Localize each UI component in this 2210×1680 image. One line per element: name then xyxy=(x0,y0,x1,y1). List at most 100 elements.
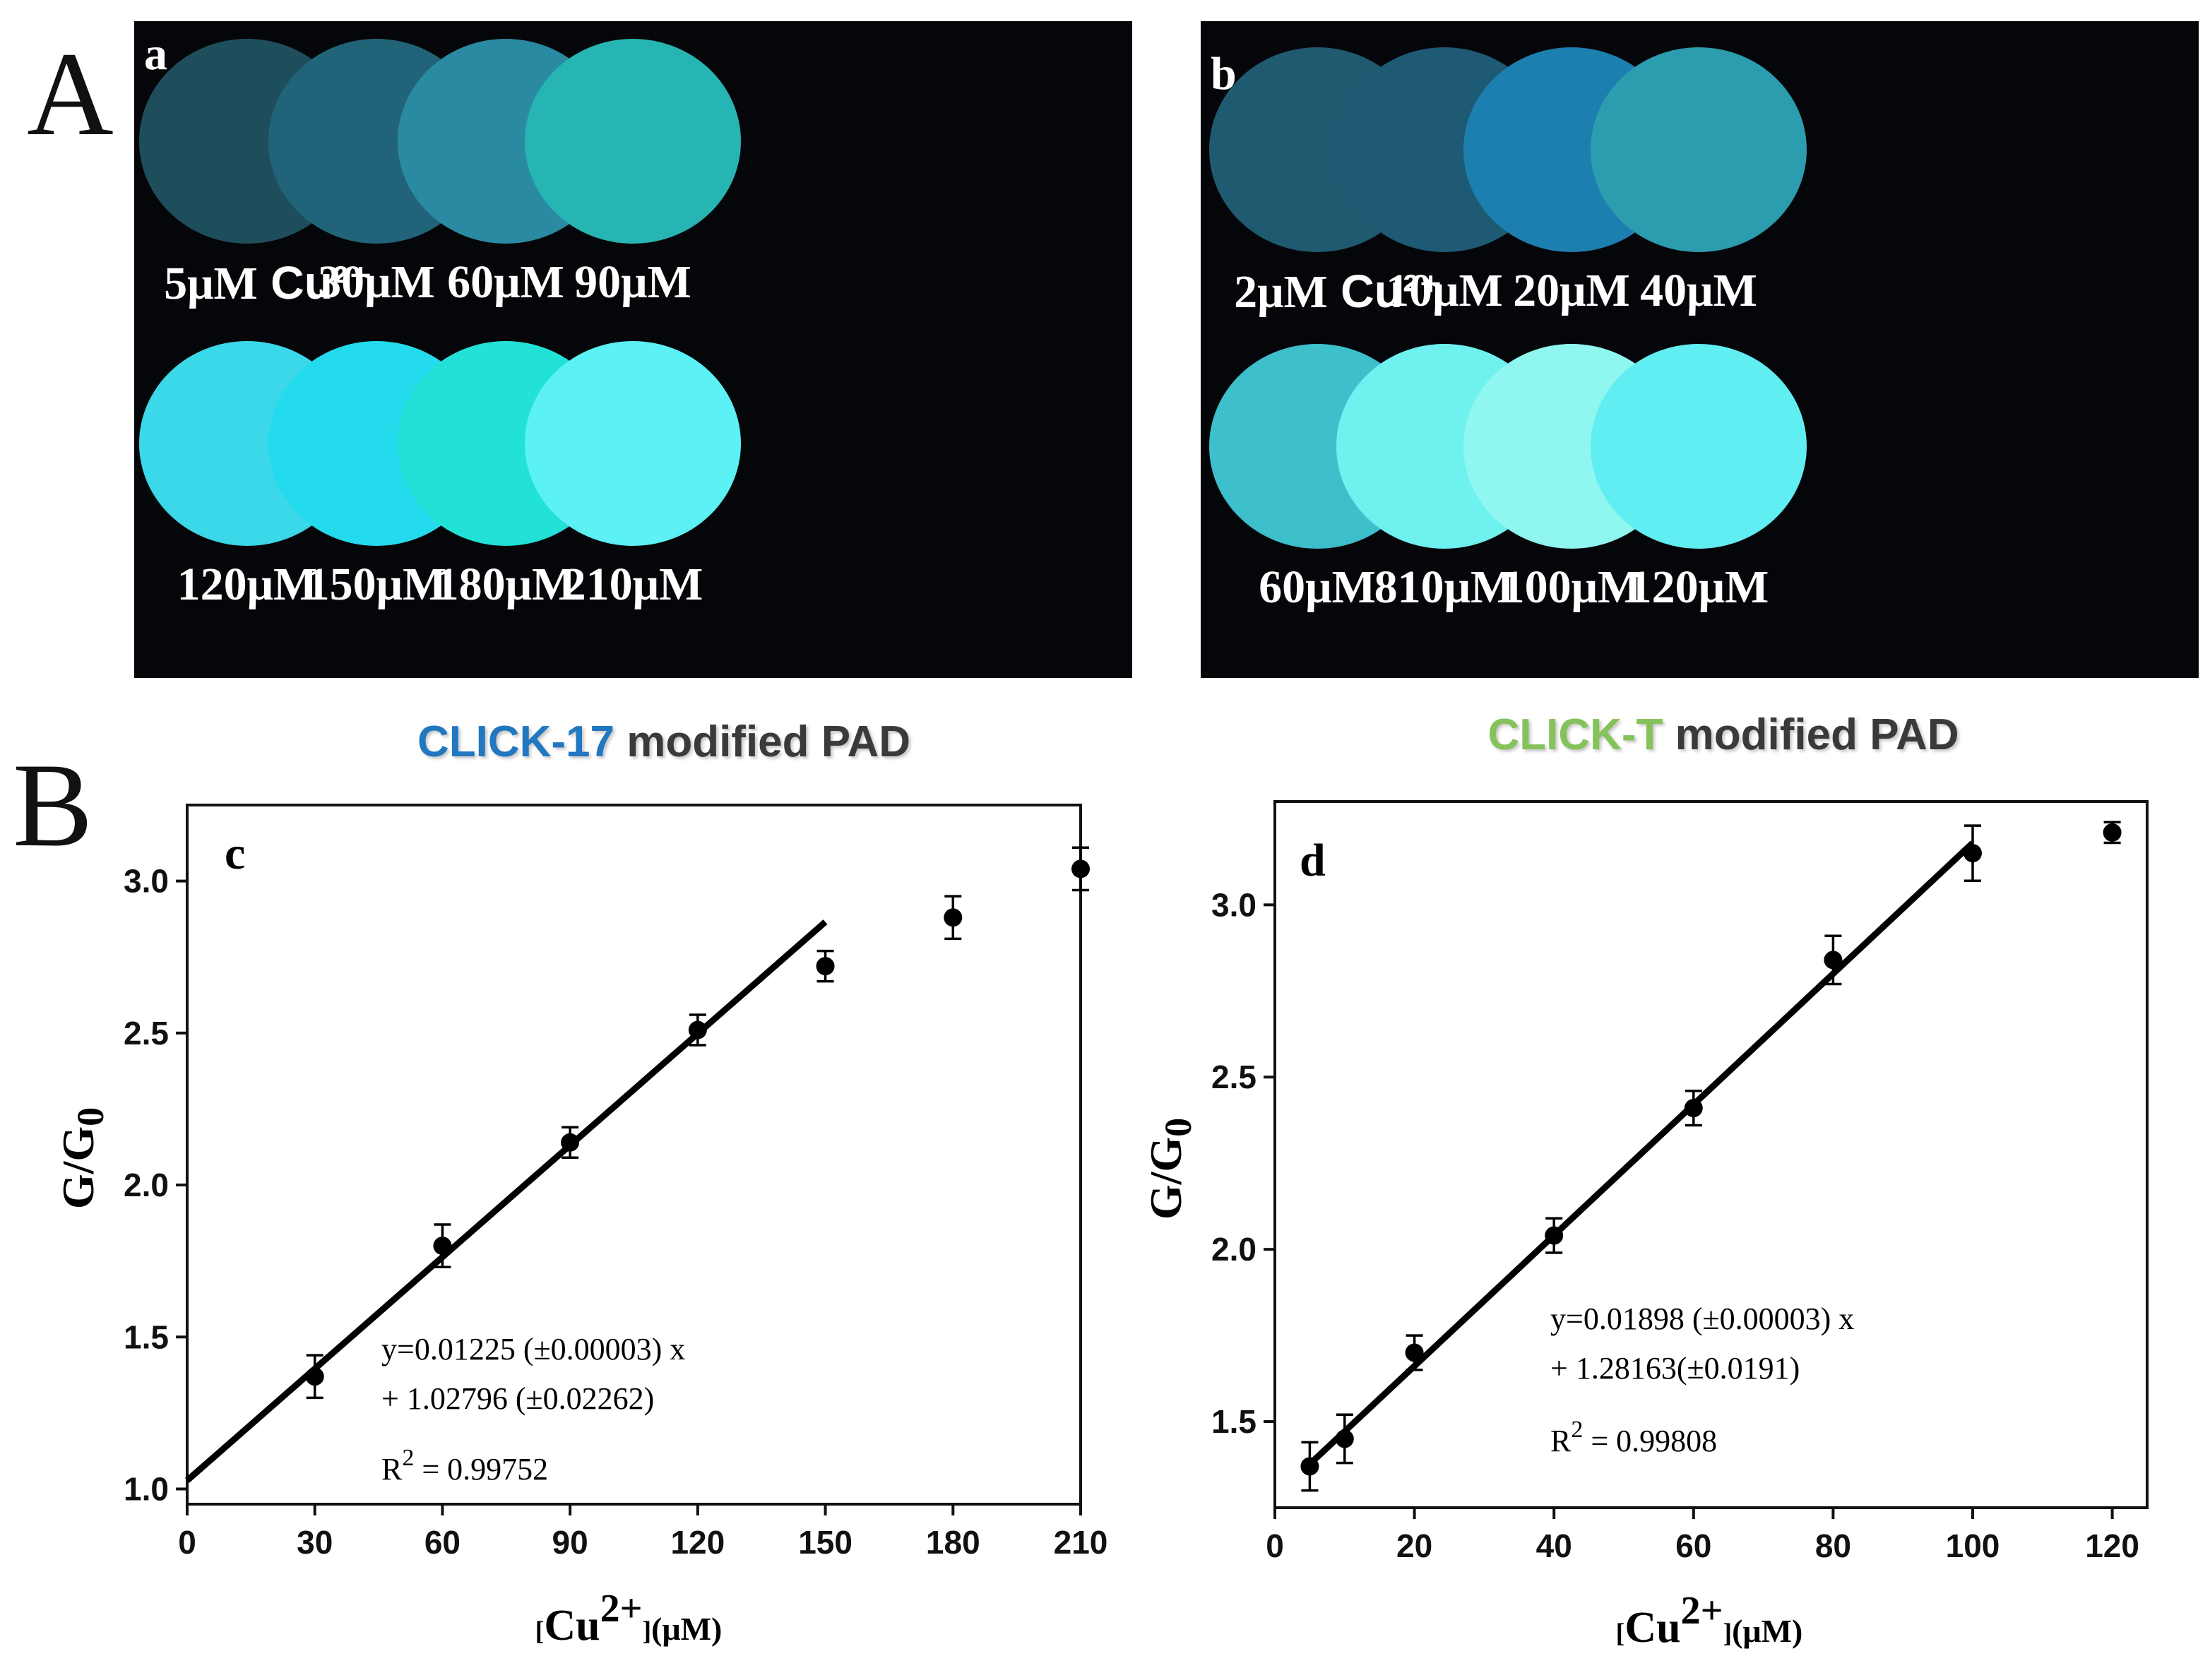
photo-a-well-label-6: 150μM xyxy=(307,561,447,608)
photo-a-well-conc-4: 90μM xyxy=(574,256,691,308)
photo-a-well-4 xyxy=(525,39,741,244)
chart-c-xtick-label: 210 xyxy=(1054,1524,1108,1561)
chart-c-xtick-label: 90 xyxy=(552,1524,588,1561)
chart-d-xlabel-main: Cu xyxy=(1624,1604,1680,1652)
chart-c-xtick-label: 30 xyxy=(297,1524,333,1561)
photo-b-well-conc-8: 120μM xyxy=(1628,561,1769,613)
photo-a-sublabel: a xyxy=(144,28,167,80)
photo-a-well-8 xyxy=(525,341,741,546)
panel-a-letter: A xyxy=(27,28,114,160)
photo-a-well-label-2: 30μM xyxy=(318,259,435,306)
photo-panel-a: a 5μM Cu²⁺ 30μM 60μM 90μM 120μM 150μM 180μM 210… xyxy=(134,21,1132,678)
chart-d-xlabel-unit: (μM) xyxy=(1732,1613,1802,1649)
chart-d-eq-line2: + 1.28163(±0.0191) xyxy=(1550,1351,1800,1386)
panel-b-letter: B xyxy=(13,739,93,871)
chart-d-point-5 xyxy=(1684,1099,1703,1118)
chart-d-point-2 xyxy=(1335,1429,1354,1448)
chart-c-ytick-label: 1.0 xyxy=(124,1470,169,1507)
chart-c-point-6 xyxy=(944,908,963,927)
photo-b-well-label-8: 120μM xyxy=(1629,564,1769,611)
chart-d-r2-sup: 2 xyxy=(1571,1417,1583,1443)
chart-c-ytick-label: 2.5 xyxy=(124,1015,169,1052)
chart-c-xtick-label: 180 xyxy=(926,1524,980,1561)
photo-a-well-conc-2: 30μM xyxy=(318,256,435,308)
chart-c-ytick-label: 1.5 xyxy=(124,1318,169,1355)
chart-d-xlabel-sup: 2+ xyxy=(1681,1589,1723,1633)
photo-b-well-8 xyxy=(1591,344,1807,549)
chart-c-ylabel-sub: 0 xyxy=(69,1107,112,1126)
photo-a-well-label-8: 210μM xyxy=(563,561,703,608)
photo-b-well-conc-7: 100μM xyxy=(1501,561,1642,613)
photo-a-well-conc-3: 60μM xyxy=(447,256,564,308)
chart-d-ytick-label: 2.0 xyxy=(1211,1231,1257,1268)
photo-b-well-label-4: 40μM xyxy=(1640,268,1757,314)
photo-a-well-label-4: 90μM xyxy=(574,259,691,306)
chart-c-frame xyxy=(186,804,1082,1506)
chart-c-r2-value: = 0.99752 xyxy=(414,1452,548,1487)
chart-d-ylabel: G/G0 xyxy=(1141,1118,1199,1220)
chart-d-panel-letter: d xyxy=(1300,835,1326,886)
chart-c-xlabel: [Cu2+](μM) xyxy=(535,1587,723,1650)
chart-d-xtick-label: 120 xyxy=(2085,1527,2139,1564)
chart-d-point-6 xyxy=(1824,951,1843,970)
photo-b-well-conc-2: 10μM xyxy=(1386,265,1503,316)
photo-b-well-label-7: 100μM xyxy=(1502,564,1642,611)
photo-b-well-label-2: 10μM xyxy=(1386,268,1503,314)
chart-d-ytick-label: 2.5 xyxy=(1211,1059,1257,1095)
photo-b-well-label-3: 20μM xyxy=(1513,268,1630,314)
chart-c-fit-line xyxy=(185,919,828,1483)
photo-a-ion-label: Cu²⁺ xyxy=(257,256,373,309)
chart-c-eq-line1: y=0.01225 (±0.00003) x xyxy=(381,1332,685,1366)
chart-d-eq-line1: y=0.01898 (±0.00003) x xyxy=(1550,1301,1854,1336)
chart-d-ytick-label: 1.5 xyxy=(1211,1403,1257,1440)
photo-b-well-conc-5: 60μM xyxy=(1259,561,1376,613)
photo-a-well-conc-7: 180μM xyxy=(435,559,576,610)
chart-c-r2: R2 = 0.99752 xyxy=(381,1445,548,1487)
chart-d-title-rest: modified PAD xyxy=(1663,710,1959,759)
chart-c-title-highlight: CLICK-17 xyxy=(417,717,614,766)
chart-d-point-4 xyxy=(1545,1226,1564,1245)
chart-c-eq-line2: + 1.02796 (±0.02262) xyxy=(381,1381,654,1416)
photo-b-well-label-1: 2μM Cu²⁺ xyxy=(1234,268,1443,316)
chart-d-point-1 xyxy=(1300,1457,1319,1476)
chart-d-ytick-label: 3.0 xyxy=(1211,886,1257,923)
chart-d-r2-value: = 0.99808 xyxy=(1583,1424,1717,1458)
chart-c-r2-sup: 2 xyxy=(402,1445,414,1471)
chart-c-title-rest: modified PAD xyxy=(614,717,911,766)
chart-c-point-4 xyxy=(688,1020,707,1039)
photo-b-well-label-5: 60μM xyxy=(1259,564,1376,611)
chart-d-ylabel-sub: 0 xyxy=(1157,1118,1199,1137)
photo-b-well-conc-3: 20μM xyxy=(1513,265,1630,316)
chart-c-point-5 xyxy=(816,957,835,976)
chart-c-point-3 xyxy=(561,1133,580,1152)
chart-c-panel-letter: c xyxy=(225,828,245,879)
chart-c-xlabel-sup: 2+ xyxy=(600,1587,643,1631)
chart-d-title: CLICK-T modified PAD xyxy=(1487,710,1959,760)
photo-b-well-conc-4: 40μM xyxy=(1640,265,1757,316)
photo-b-well-conc-1: 2μM xyxy=(1234,266,1328,318)
photo-b-well-conc-6: 810μM xyxy=(1374,561,1515,613)
chart-d-fit-line xyxy=(1307,840,1976,1467)
chart-c-xtick-label: 60 xyxy=(424,1524,461,1561)
chart-c-point-7 xyxy=(1071,859,1090,878)
photo-a-well-conc-5: 120μM xyxy=(177,559,318,610)
chart-d-xtick-label: 20 xyxy=(1396,1527,1432,1564)
chart-d-xtick-label: 80 xyxy=(1815,1527,1851,1564)
chart-d-ylabel-main: G/G xyxy=(1141,1137,1191,1220)
chart-d-xtick-label: 0 xyxy=(1266,1527,1284,1564)
chart-c-ylabel: G/G0 xyxy=(53,1107,112,1209)
photo-a-well-conc-8: 210μM xyxy=(562,559,703,610)
chart-c-point-2 xyxy=(433,1237,452,1256)
photo-b-well-4 xyxy=(1591,47,1807,252)
photo-panel-b: b 2μM Cu²⁺ 10μM 20μM 40μM 60μM 810μM 100μM 120μ… xyxy=(1201,21,2199,678)
photo-a-well-conc-6: 150μM xyxy=(306,559,447,610)
photo-a-well-label-3: 60μM xyxy=(447,259,564,306)
chart-d-xtick-label: 100 xyxy=(1946,1527,2000,1564)
chart-d-xlabel: [Cu2+](μM) xyxy=(1616,1589,1803,1652)
chart-d-r2-label: R xyxy=(1550,1424,1572,1458)
chart-c-ytick-label: 2.0 xyxy=(124,1167,169,1203)
chart-d-point-8 xyxy=(2103,823,2122,842)
chart-c-title: CLICK-17 modified PAD xyxy=(417,717,910,767)
